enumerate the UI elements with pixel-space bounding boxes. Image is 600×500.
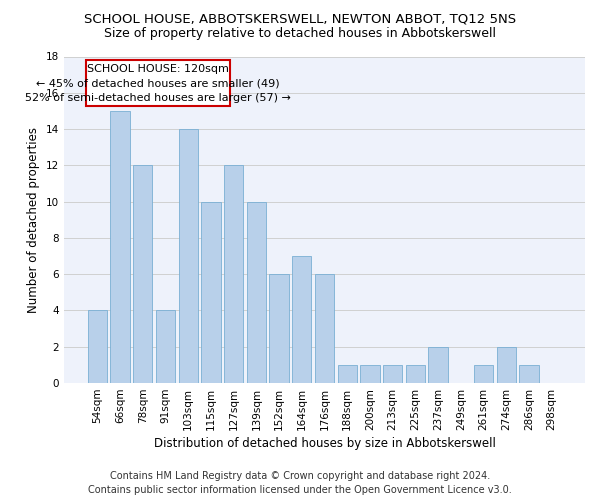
Bar [110,111,130,383]
Y-axis label: Number of detached properties: Number of detached properties [28,127,40,313]
Bar [247,202,266,383]
FancyBboxPatch shape [86,60,230,106]
Bar [224,166,244,383]
Bar [179,129,198,383]
Bar [361,365,380,383]
Bar [292,256,311,383]
Bar [338,365,357,383]
Bar [383,365,403,383]
Bar [156,310,175,383]
Text: SCHOOL HOUSE: 120sqm
← 45% of detached houses are smaller (49)
52% of semi-detac: SCHOOL HOUSE: 120sqm ← 45% of detached h… [25,64,291,102]
Bar [519,365,539,383]
Text: Size of property relative to detached houses in Abbotskerswell: Size of property relative to detached ho… [104,28,496,40]
Bar [315,274,334,383]
Bar [88,310,107,383]
Bar [406,365,425,383]
Bar [133,166,152,383]
Bar [474,365,493,383]
X-axis label: Distribution of detached houses by size in Abbotskerswell: Distribution of detached houses by size … [154,437,496,450]
Text: SCHOOL HOUSE, ABBOTSKERSWELL, NEWTON ABBOT, TQ12 5NS: SCHOOL HOUSE, ABBOTSKERSWELL, NEWTON ABB… [84,12,516,26]
Bar [202,202,221,383]
Bar [269,274,289,383]
Bar [497,347,516,383]
Bar [428,347,448,383]
Text: Contains HM Land Registry data © Crown copyright and database right 2024.
Contai: Contains HM Land Registry data © Crown c… [88,471,512,495]
